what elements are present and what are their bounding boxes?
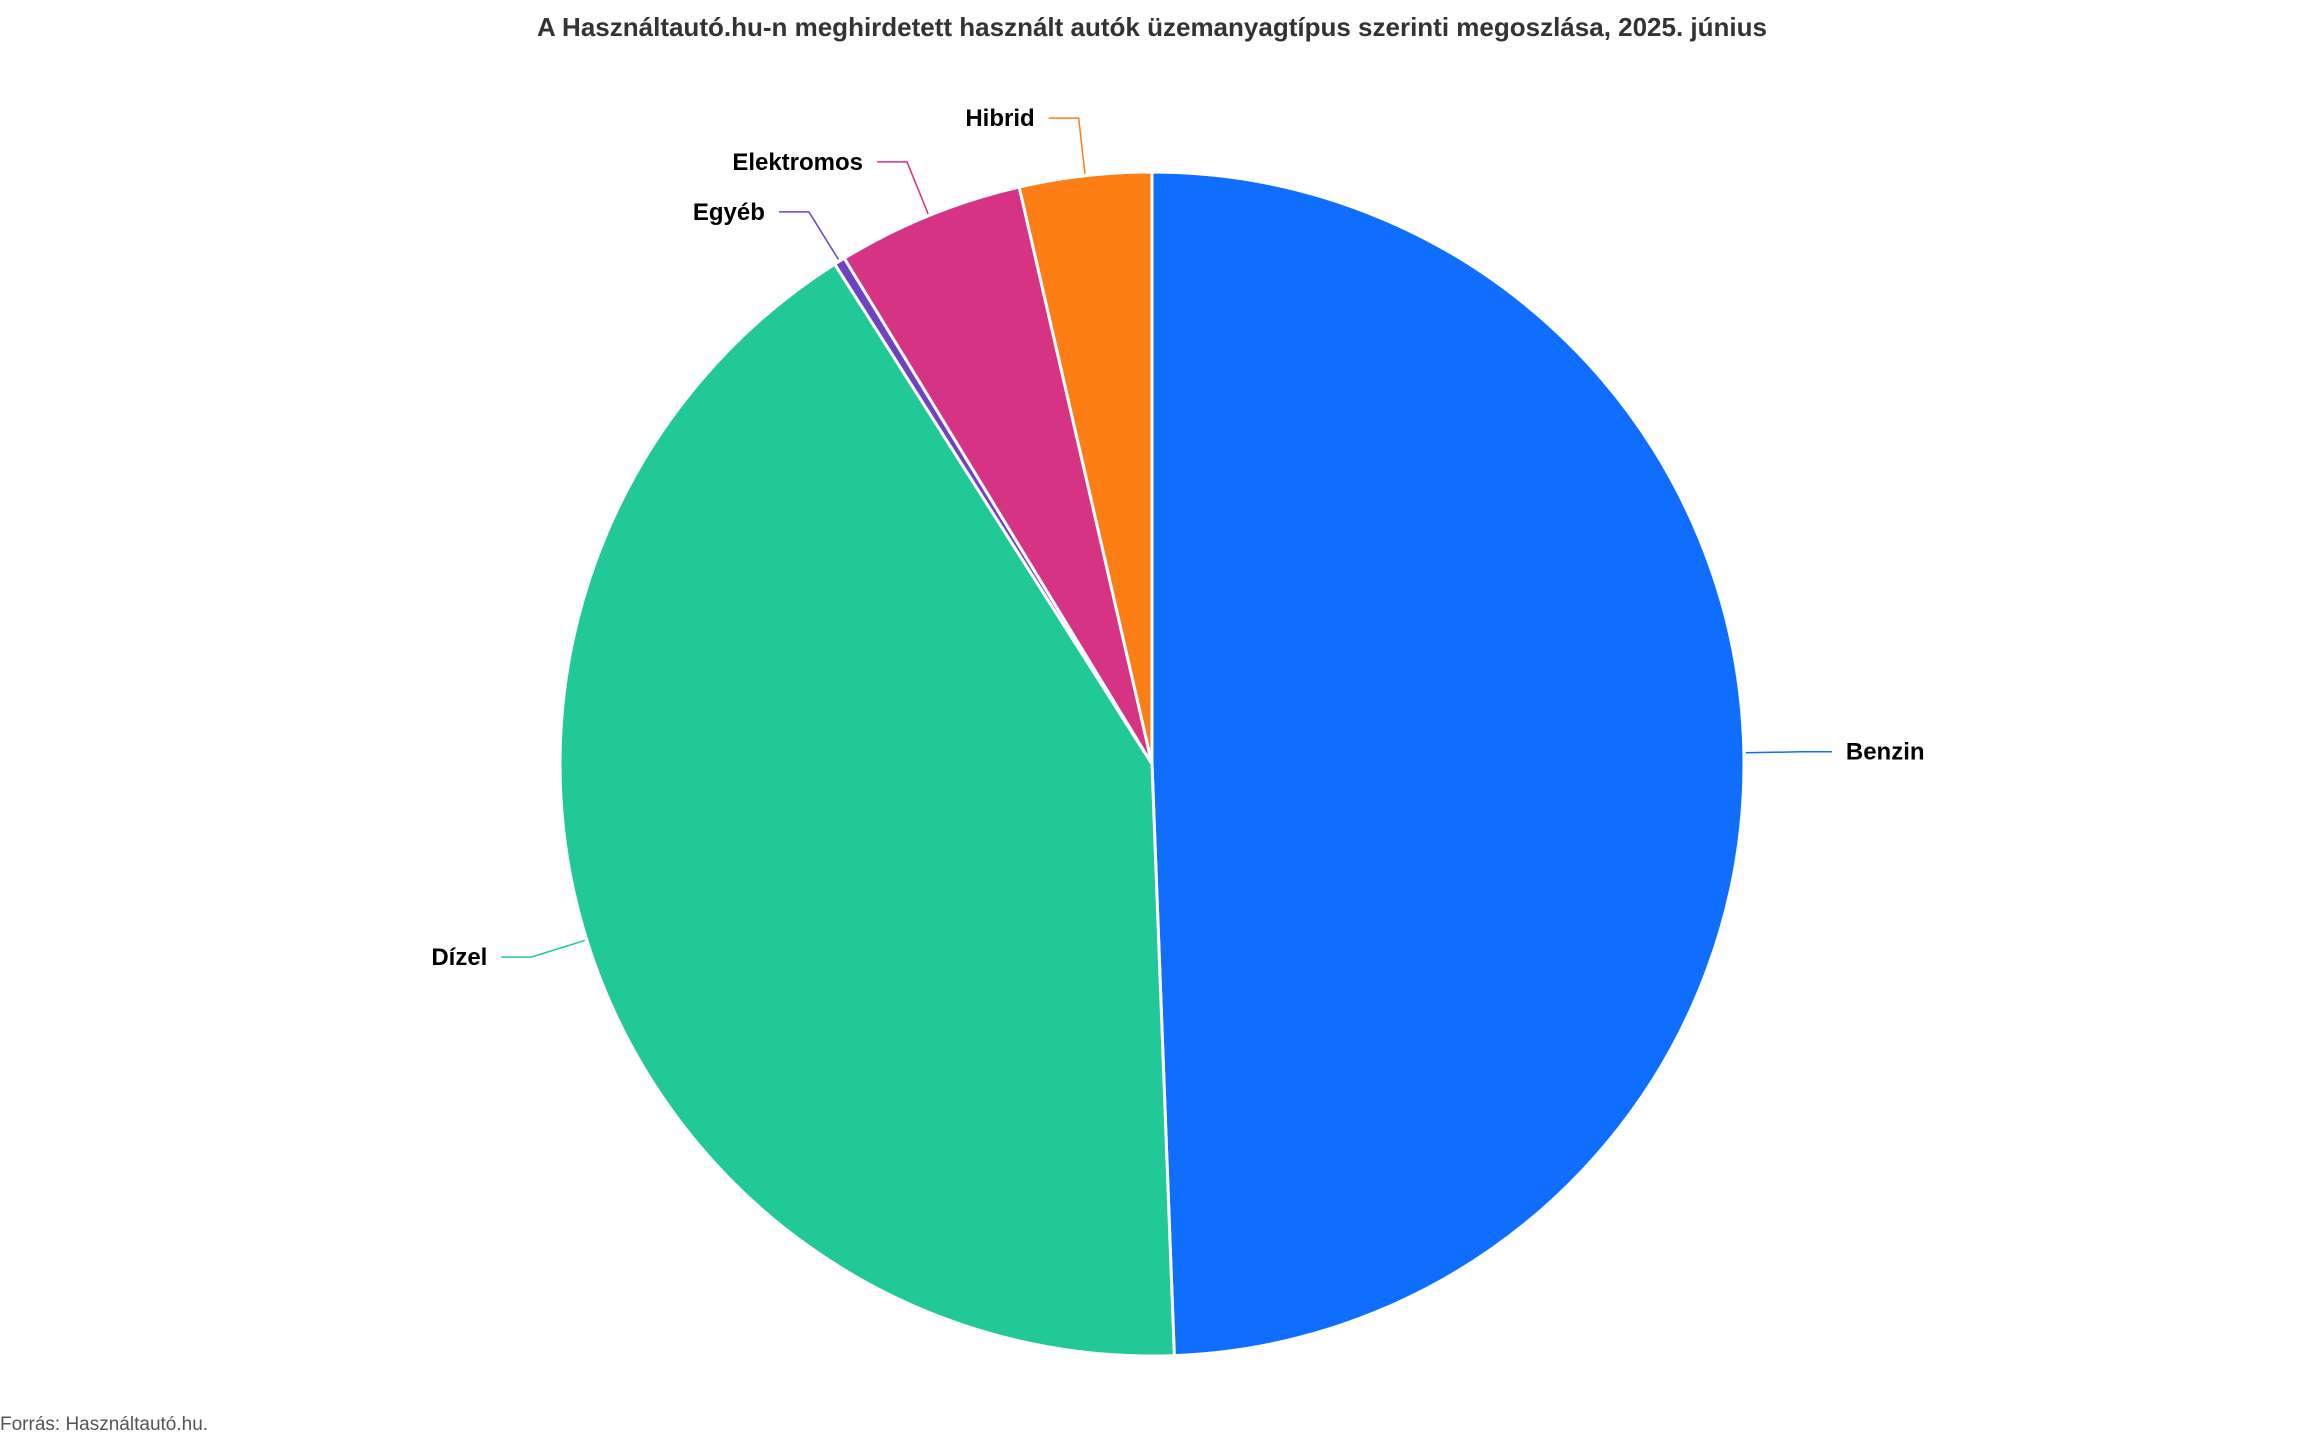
slice-label-benzin: Benzin [1846, 739, 1925, 766]
leader-line-dizel [501, 939, 586, 958]
pie-slice-hibrid[interactable] [1017, 170, 1154, 766]
chart-title: A Használtautó.hu-n meghirdetett használ… [537, 12, 1767, 42]
slice-label-hibrid: Hibrid [965, 105, 1034, 132]
leader-line-benzin [1745, 750, 1832, 754]
leader-line-elektromos [877, 161, 929, 215]
pie-slice-dizel[interactable] [558, 262, 1176, 1358]
pie-slices [558, 170, 1746, 1358]
source-note: Forrás: Használtautó.hu. [0, 1414, 209, 1435]
slice-label-dizel: Dízel [431, 944, 487, 971]
leader-line-egyeb [778, 211, 840, 260]
slice-label-elektromos: Elektromos [732, 149, 863, 176]
pie-slice-elektromos[interactable] [842, 185, 1154, 766]
leader-line-hibrid [1048, 117, 1086, 174]
pie-slice-benzin[interactable] [1150, 170, 1746, 1358]
pie-labels: Benzin Dízel Egyéb Elektromos Hibrid [431, 105, 1924, 971]
slice-label-egyeb: Egyéb [693, 199, 765, 226]
